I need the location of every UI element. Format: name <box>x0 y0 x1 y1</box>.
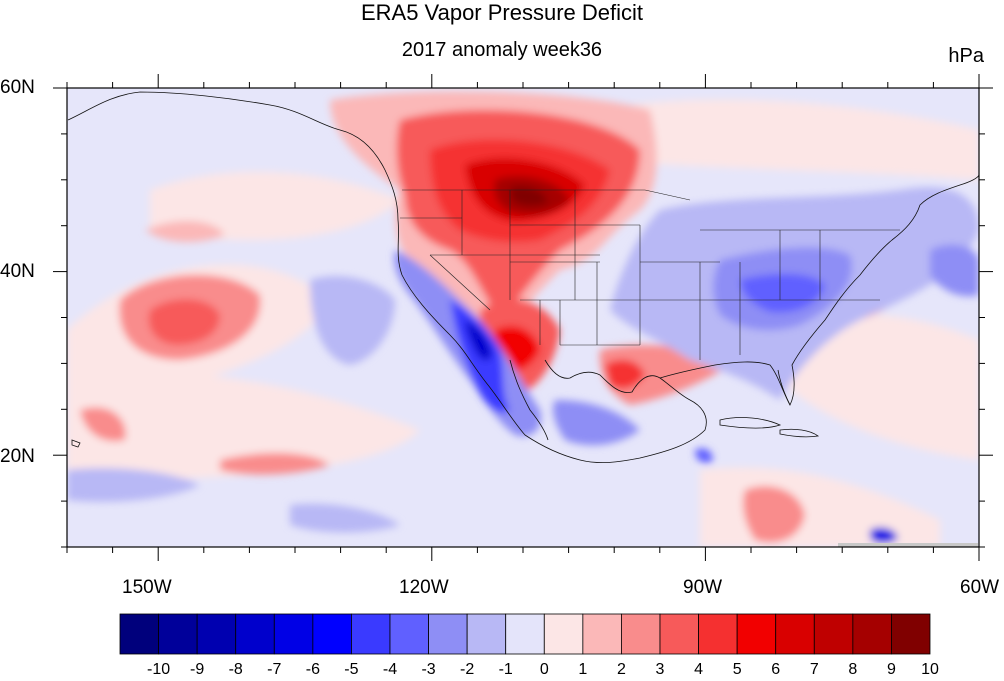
anomaly-patch <box>740 273 825 313</box>
colorbar-label: -6 <box>306 661 320 678</box>
anomaly-patch <box>80 407 126 442</box>
colorbar-label: -9 <box>190 661 204 678</box>
coastline <box>777 369 791 406</box>
anomaly-patch <box>605 359 645 389</box>
coastline <box>509 359 549 441</box>
anomaly-patch <box>67 468 200 502</box>
colorbar-label: -5 <box>344 661 358 678</box>
lat-label-60n: 60N <box>0 77 35 98</box>
state-borders <box>400 189 900 360</box>
colorbar-box <box>852 613 892 655</box>
colorbar-box <box>813 613 854 655</box>
colorbar-box <box>466 613 507 655</box>
coastline <box>659 174 980 406</box>
anomaly-patch <box>600 99 979 180</box>
anomaly-patch <box>553 400 640 446</box>
colorbar-label: 6 <box>771 661 780 678</box>
colorbar-label: 3 <box>656 661 665 678</box>
colorbar-label: -2 <box>460 661 474 678</box>
colorbar-box <box>659 613 699 655</box>
anomaly-patch <box>220 453 330 475</box>
colorbar-box <box>119 613 159 655</box>
island <box>71 439 81 448</box>
lon-label-150w: 150W <box>122 577 172 598</box>
colorbar-box <box>543 613 584 655</box>
anomaly-patch <box>695 448 713 463</box>
colorbar-box <box>312 613 352 655</box>
colorbar-label: 1 <box>578 661 587 678</box>
coastline <box>67 91 707 464</box>
colorbar-label: 2 <box>617 661 626 678</box>
colorbar-box <box>196 613 237 655</box>
colorbar-box <box>158 613 198 655</box>
colorbar-box <box>273 613 314 655</box>
colorbar-box <box>698 613 738 655</box>
anomaly-patch <box>148 299 220 345</box>
lat-label-20n: 20N <box>0 446 35 467</box>
anomaly-patch <box>67 372 420 480</box>
units-label: hPa <box>948 45 984 67</box>
lon-label-60w: 60W <box>960 577 1000 598</box>
colorbar-label: 0 <box>540 661 549 678</box>
axis-ticks <box>53 74 993 561</box>
colorbar-label: -8 <box>229 661 243 678</box>
anomaly-patch <box>930 244 979 297</box>
colorbar-label: 8 <box>848 661 857 678</box>
anomaly-patch <box>870 527 898 544</box>
lon-label-90w: 90W <box>683 577 723 598</box>
colorbar-box <box>621 613 661 655</box>
colorbar-label: -7 <box>267 661 281 678</box>
chart-subtitle: 2017 anomaly week36 <box>401 39 603 61</box>
anomaly-patch <box>510 186 548 206</box>
colorbar-box <box>582 613 622 655</box>
anomaly-patch <box>465 320 492 361</box>
vpd-anomaly-field <box>67 88 979 547</box>
coastlines <box>67 91 980 464</box>
anomaly-patch <box>150 171 400 240</box>
colorbar-label: 9 <box>887 661 896 678</box>
colorbar: -10 -9 -8 -7 -6 -5 -4 -3 -2 -1 0 1 2 3 4 5 6 7 8 9 10 <box>119 613 939 678</box>
colorbar-label: -1 <box>499 661 513 678</box>
colorbar-label: 7 <box>810 661 819 678</box>
colorbar-label: -3 <box>421 661 435 678</box>
anomaly-patch <box>290 503 400 533</box>
chart-title: ERA5 Vapor Pressure Deficit <box>360 0 644 25</box>
anomaly-patch <box>145 220 225 242</box>
missing-data-strip <box>838 543 978 547</box>
lon-label-120w: 120W <box>399 577 449 598</box>
colorbar-label: 10 <box>921 661 939 678</box>
island <box>779 428 820 438</box>
lat-label-40n: 40N <box>0 261 35 282</box>
colorbar-box <box>389 613 429 655</box>
colorbar-label: 5 <box>733 661 742 678</box>
colorbar-box <box>736 613 777 655</box>
colorbar-box <box>891 613 931 655</box>
colorbar-label: -4 <box>383 661 397 678</box>
anomaly-patch <box>743 486 805 543</box>
anomaly-patch <box>780 314 979 460</box>
colorbar-box <box>351 613 391 655</box>
colorbar-box <box>428 613 468 655</box>
colorbar-box <box>775 613 815 655</box>
colorbar-label: -10 <box>147 661 170 678</box>
colorbar-box <box>505 613 545 655</box>
anomaly-patch <box>310 276 395 365</box>
colorbar-label: 4 <box>694 661 703 678</box>
island <box>719 417 782 429</box>
colorbar-box <box>235 613 275 655</box>
